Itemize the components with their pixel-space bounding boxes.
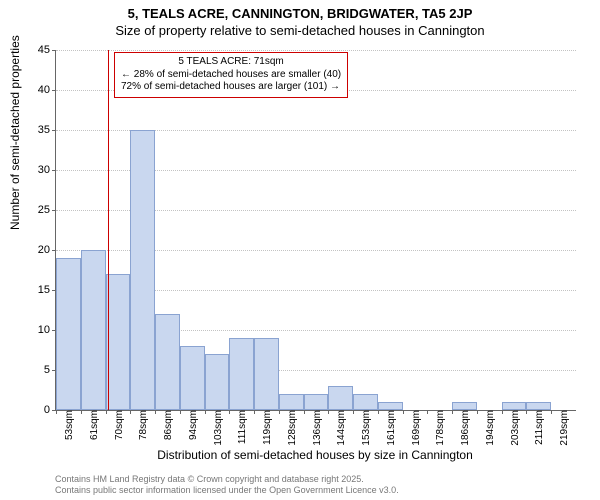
chart-container: 5, TEALS ACRE, CANNINGTON, BRIDGWATER, T… — [0, 0, 600, 500]
x-tick-mark — [353, 410, 354, 414]
x-tick-mark — [378, 410, 379, 414]
y-tick-mark — [52, 250, 56, 251]
x-tick-label: 61sqm — [85, 410, 100, 440]
x-tick-mark — [180, 410, 181, 414]
x-tick-mark — [502, 410, 503, 414]
x-tick-label: 128sqm — [283, 410, 298, 446]
x-tick-label: 119sqm — [258, 410, 273, 445]
y-tick-mark — [52, 210, 56, 211]
y-tick-mark — [52, 170, 56, 171]
x-tick-mark — [229, 410, 230, 414]
x-tick-mark — [304, 410, 305, 414]
x-tick-mark — [155, 410, 156, 414]
footer-line-2: Contains public sector information licen… — [55, 485, 399, 496]
histogram-bar — [254, 338, 279, 410]
x-tick-label: 103sqm — [209, 410, 224, 446]
x-tick-label: 111sqm — [233, 410, 248, 444]
x-tick-mark — [56, 410, 57, 414]
x-tick-mark — [551, 410, 552, 414]
x-tick-label: 169sqm — [407, 410, 422, 446]
histogram-bar — [502, 402, 527, 410]
histogram-bar — [378, 402, 403, 410]
histogram-bar — [452, 402, 477, 410]
chart-title: 5, TEALS ACRE, CANNINGTON, BRIDGWATER, T… — [0, 0, 600, 23]
x-tick-mark — [452, 410, 453, 414]
x-tick-label: 94sqm — [184, 410, 199, 440]
histogram-bar — [106, 274, 131, 410]
histogram-bar — [81, 250, 106, 410]
x-tick-mark — [106, 410, 107, 414]
x-tick-label: 136sqm — [308, 410, 323, 446]
annotation-line-2: 72% of semi-detached houses are larger (… — [121, 81, 341, 94]
y-tick-mark — [52, 130, 56, 131]
chart-footer: Contains HM Land Registry data © Crown c… — [55, 474, 399, 497]
x-tick-mark — [526, 410, 527, 414]
histogram-bar — [328, 386, 353, 410]
x-tick-label: 153sqm — [357, 410, 372, 446]
x-tick-mark — [427, 410, 428, 414]
histogram-bar — [353, 394, 378, 410]
x-tick-label: 70sqm — [110, 410, 125, 440]
x-tick-label: 161sqm — [382, 410, 397, 446]
histogram-bar — [229, 338, 254, 410]
x-tick-label: 144sqm — [332, 410, 347, 446]
histogram-bar — [205, 354, 230, 410]
x-tick-mark — [328, 410, 329, 414]
histogram-bar — [130, 130, 155, 410]
x-tick-label: 186sqm — [456, 410, 471, 446]
x-tick-mark — [81, 410, 82, 414]
x-tick-mark — [254, 410, 255, 414]
x-tick-label: 211sqm — [530, 410, 545, 445]
annotation-line-1: ← 28% of semi-detached houses are smalle… — [121, 69, 341, 82]
x-axis-label: Distribution of semi-detached houses by … — [55, 448, 575, 462]
x-tick-mark — [403, 410, 404, 414]
annotation-box: 5 TEALS ACRE: 71sqm← 28% of semi-detache… — [114, 52, 348, 98]
x-tick-label: 53sqm — [60, 410, 75, 440]
histogram-bar — [56, 258, 81, 410]
x-tick-label: 86sqm — [159, 410, 174, 440]
chart-subtitle: Size of property relative to semi-detach… — [0, 23, 600, 42]
y-axis-label: Number of semi-detached properties — [8, 35, 22, 230]
annotation-title: 5 TEALS ACRE: 71sqm — [121, 56, 341, 69]
histogram-bar — [155, 314, 180, 410]
plot-area: 05101520253035404553sqm61sqm70sqm78sqm86… — [55, 50, 576, 411]
x-tick-mark — [279, 410, 280, 414]
histogram-bar — [279, 394, 304, 410]
x-tick-mark — [130, 410, 131, 414]
x-tick-mark — [477, 410, 478, 414]
property-marker-line — [108, 50, 109, 410]
histogram-bar — [304, 394, 329, 410]
x-tick-label: 178sqm — [431, 410, 446, 446]
histogram-bar — [180, 346, 205, 410]
x-tick-label: 78sqm — [134, 410, 149, 440]
footer-line-1: Contains HM Land Registry data © Crown c… — [55, 474, 399, 485]
x-tick-label: 194sqm — [481, 410, 496, 446]
x-tick-label: 219sqm — [555, 410, 570, 446]
x-tick-mark — [205, 410, 206, 414]
y-tick-mark — [52, 90, 56, 91]
histogram-bar — [526, 402, 551, 410]
y-tick-mark — [52, 50, 56, 51]
x-tick-label: 203sqm — [506, 410, 521, 446]
